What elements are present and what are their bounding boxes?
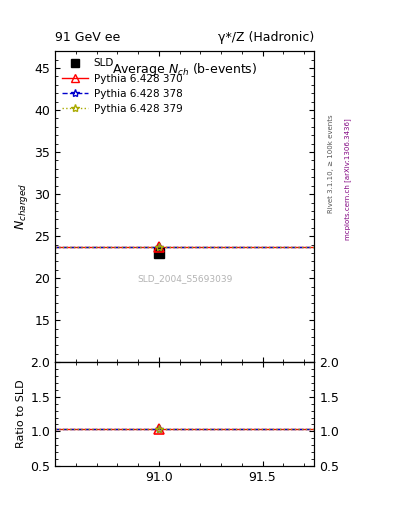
Y-axis label: Ratio to SLD: Ratio to SLD xyxy=(16,380,26,449)
Legend: SLD, Pythia 6.428 370, Pythia 6.428 378, Pythia 6.428 379: SLD, Pythia 6.428 370, Pythia 6.428 378,… xyxy=(58,54,186,118)
Y-axis label: $N_{charged}$: $N_{charged}$ xyxy=(13,183,30,230)
Text: mcplots.cern.ch [arXiv:1306.3436]: mcplots.cern.ch [arXiv:1306.3436] xyxy=(344,118,351,240)
Text: 91 GeV ee: 91 GeV ee xyxy=(55,31,120,44)
Text: Average $N_{ch}$ (b-events): Average $N_{ch}$ (b-events) xyxy=(112,60,257,77)
Text: γ*/Z (Hadronic): γ*/Z (Hadronic) xyxy=(218,31,314,44)
Text: SLD_2004_S5693039: SLD_2004_S5693039 xyxy=(137,274,232,283)
Text: Rivet 3.1.10, ≥ 100k events: Rivet 3.1.10, ≥ 100k events xyxy=(328,115,334,213)
